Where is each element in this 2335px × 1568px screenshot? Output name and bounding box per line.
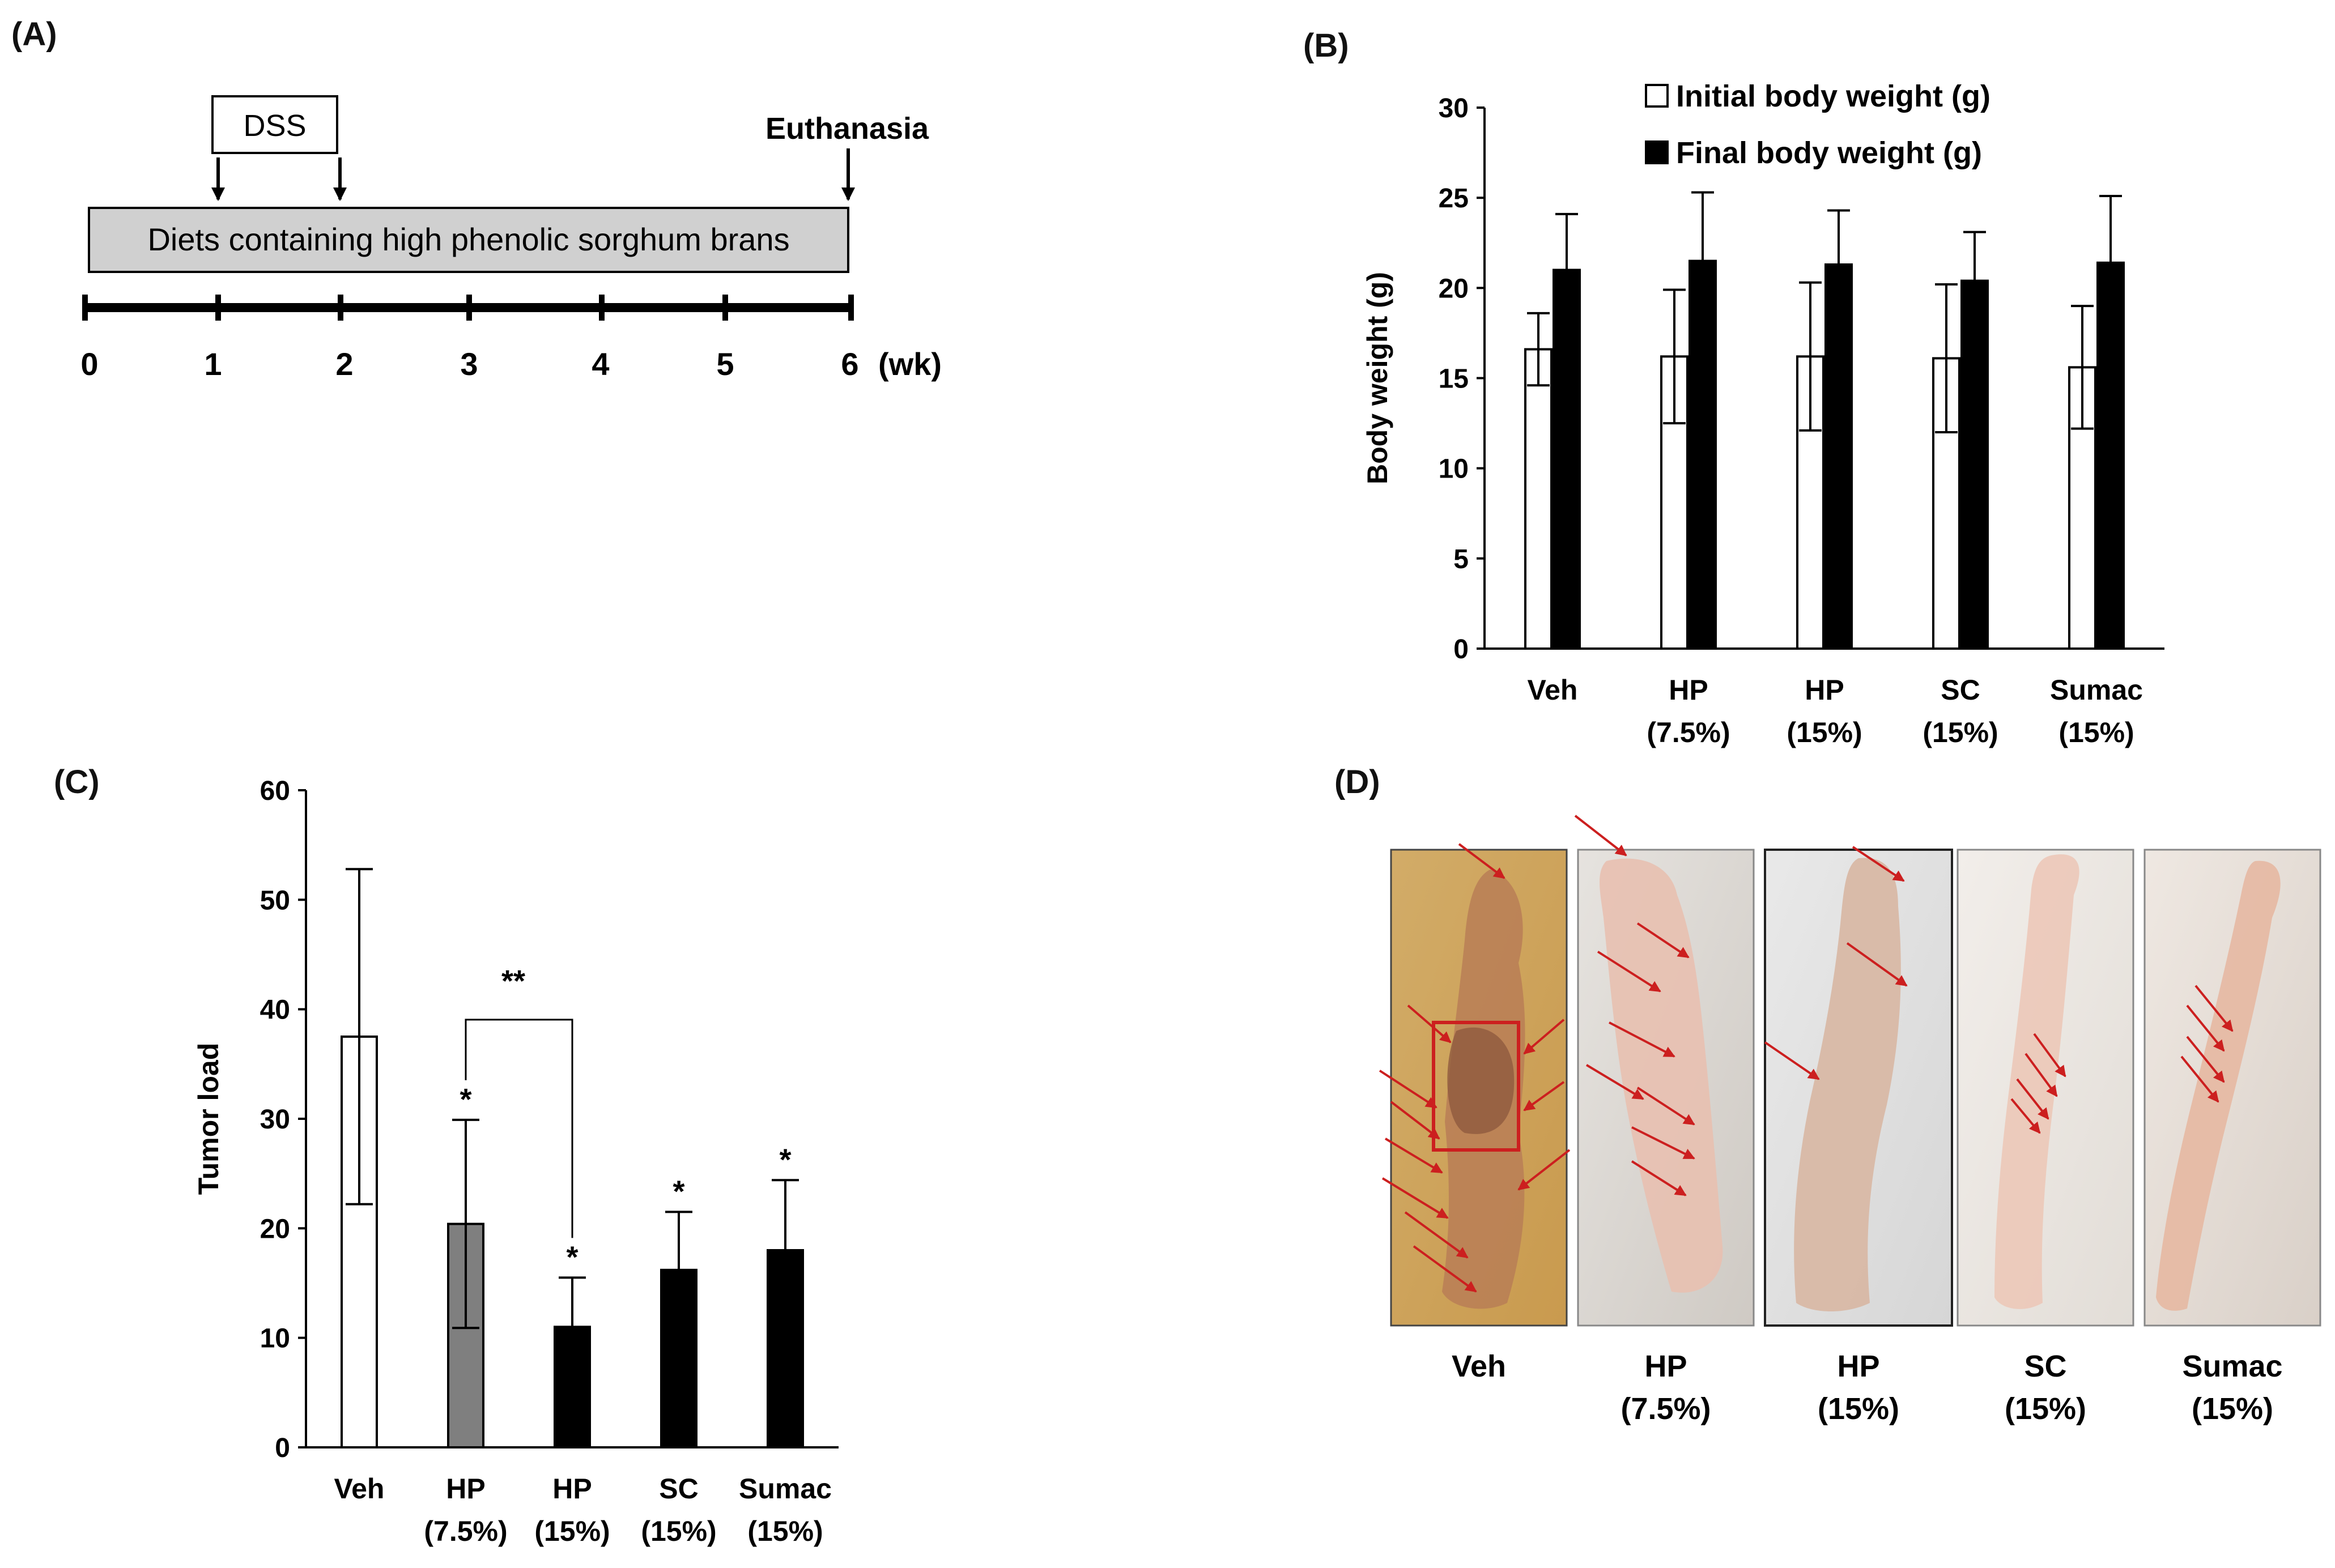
x-tick-label: Veh: [1528, 674, 1578, 706]
x-tick-label: SC: [1941, 674, 1980, 706]
photo-caption-hp-7-5-line2: (7.5%): [1621, 1392, 1711, 1426]
significance-bracket: [465, 1019, 573, 1238]
photo-caption-sumac-15: Sumac: [2182, 1349, 2282, 1383]
y-tick-label: 60: [260, 776, 290, 806]
x-tick-label: HP: [1805, 674, 1844, 706]
timeline-tick-5: [722, 295, 728, 321]
y-axis-title: Tumor load: [193, 1043, 224, 1195]
y-tick-label: 20: [260, 1214, 290, 1244]
y-tick-label: 5: [1453, 544, 1469, 574]
significance-marker: *: [779, 1143, 791, 1177]
y-tick-label: 30: [1439, 93, 1469, 123]
y-tick-label: 15: [1439, 364, 1469, 394]
dss-label: DSS: [243, 109, 306, 143]
legend-swatch: [1645, 84, 1669, 108]
y-axis-title: Body weight (g): [1362, 272, 1393, 484]
week-unit-label: (wk): [878, 346, 942, 382]
week-label-0: 0: [80, 346, 98, 382]
panel-a-timeline: (A) DSS Euthanasia Diets containing high…: [11, 16, 942, 382]
x-tick-label-line2: (7.5%): [424, 1515, 507, 1547]
panel-d-label: (D): [1334, 764, 1380, 800]
week-label-6: 6: [841, 346, 858, 382]
colon-photos: Veh HP (7.5%) HP (15%) SC (15%) Sumac (1…: [1379, 815, 2321, 1426]
y-tick-label: 50: [260, 885, 290, 915]
y-tick-label: 10: [1439, 454, 1469, 484]
bar-final-weight: [1553, 269, 1581, 650]
photo-caption-hp-15-line2: (15%): [1818, 1392, 1899, 1426]
legend-swatch: [1645, 140, 1669, 164]
bar-initial-weight: [1796, 355, 1824, 650]
photo-caption-hp-7-5: HP: [1644, 1349, 1687, 1383]
legend-label: Initial body weight (g): [1676, 79, 1991, 113]
x-tick-label-line2: (15%): [747, 1515, 823, 1547]
x-tick-label: Sumac: [739, 1473, 832, 1505]
x-tick-label: HP: [552, 1473, 592, 1505]
y-tick-label: 10: [260, 1324, 290, 1354]
panel-a-label: (A): [11, 16, 57, 53]
timeline-tick-6: [848, 295, 854, 321]
x-tick-label: HP: [1669, 674, 1708, 706]
x-tick-label-line2: (15%): [2058, 717, 2134, 748]
body-weight-chart: 0 5 10 15 20 25 30 Body weight (g) Veh HP (7.5%) HP…: [1362, 79, 2164, 748]
bar-initial-weight: [1524, 348, 1553, 650]
photo-caption-hp-15: HP: [1837, 1349, 1879, 1383]
x-tick-label-line2: (15%): [1923, 717, 1998, 748]
significance-marker: *: [460, 1083, 471, 1117]
bar-final-weight: [1824, 263, 1853, 650]
timeline-tick-1: [215, 295, 221, 321]
photo-hp-7-5: [1574, 815, 1755, 1327]
x-tick-label: SC: [659, 1473, 698, 1505]
x-tick-label-line2: (7.5%): [1647, 717, 1730, 748]
y-tick-label: 0: [275, 1433, 290, 1463]
legend-label: Final body weight (g): [1676, 136, 1982, 170]
timeline-tick-0: [82, 295, 88, 321]
y-tick-label: 25: [1439, 184, 1469, 214]
photo-veh: [1379, 843, 1571, 1327]
photo-sc-15: [1957, 849, 2134, 1327]
y-tick-label: 0: [1453, 634, 1469, 664]
panel-c-label: (C): [54, 764, 100, 800]
x-tick-label-line2: (15%): [641, 1515, 716, 1547]
bar-tumor-load: [447, 1222, 484, 1449]
photo-hp-15: [1764, 846, 1953, 1327]
euthanasia-label: Euthanasia: [765, 112, 929, 146]
y-tick-label: 20: [1439, 274, 1469, 304]
week-label-4: 4: [592, 346, 609, 382]
panel-b-label: (B): [1303, 27, 1349, 64]
timeline-tick-4: [599, 295, 605, 321]
photo-sumac-15: [2143, 849, 2321, 1327]
x-tick-label-line2: (15%): [1787, 717, 1862, 748]
significance-marker: *: [566, 1240, 578, 1274]
y-tick-label: 40: [260, 995, 290, 1025]
week-label-2: 2: [335, 346, 353, 382]
diet-box: [88, 207, 849, 273]
photo-caption-sc-15-line2: (15%): [2005, 1392, 2086, 1426]
x-tick-label: HP: [446, 1473, 485, 1505]
bar-final-weight: [1960, 279, 1989, 650]
dss-box: [211, 95, 338, 154]
photo-caption-sumac-15-line2: (15%): [2192, 1392, 2273, 1426]
significance-marker: *: [673, 1174, 684, 1208]
week-label-1: 1: [204, 346, 222, 382]
photo-caption-veh: Veh: [1452, 1349, 1506, 1383]
x-tick-label-line2: (15%): [534, 1515, 610, 1547]
x-tick-label: Sumac: [2050, 674, 2143, 706]
bracket-label: **: [501, 964, 525, 998]
timeline-tick-3: [466, 295, 472, 321]
week-label-5: 5: [716, 346, 734, 382]
diet-label: Diets containing high phenolic sorghum b…: [147, 221, 789, 257]
photo-caption-sc-15: SC: [2024, 1349, 2066, 1383]
x-tick-label: Veh: [334, 1473, 385, 1505]
week-label-3: 3: [460, 346, 478, 382]
timeline-tick-2: [338, 295, 343, 321]
y-tick-label: 30: [260, 1105, 290, 1135]
